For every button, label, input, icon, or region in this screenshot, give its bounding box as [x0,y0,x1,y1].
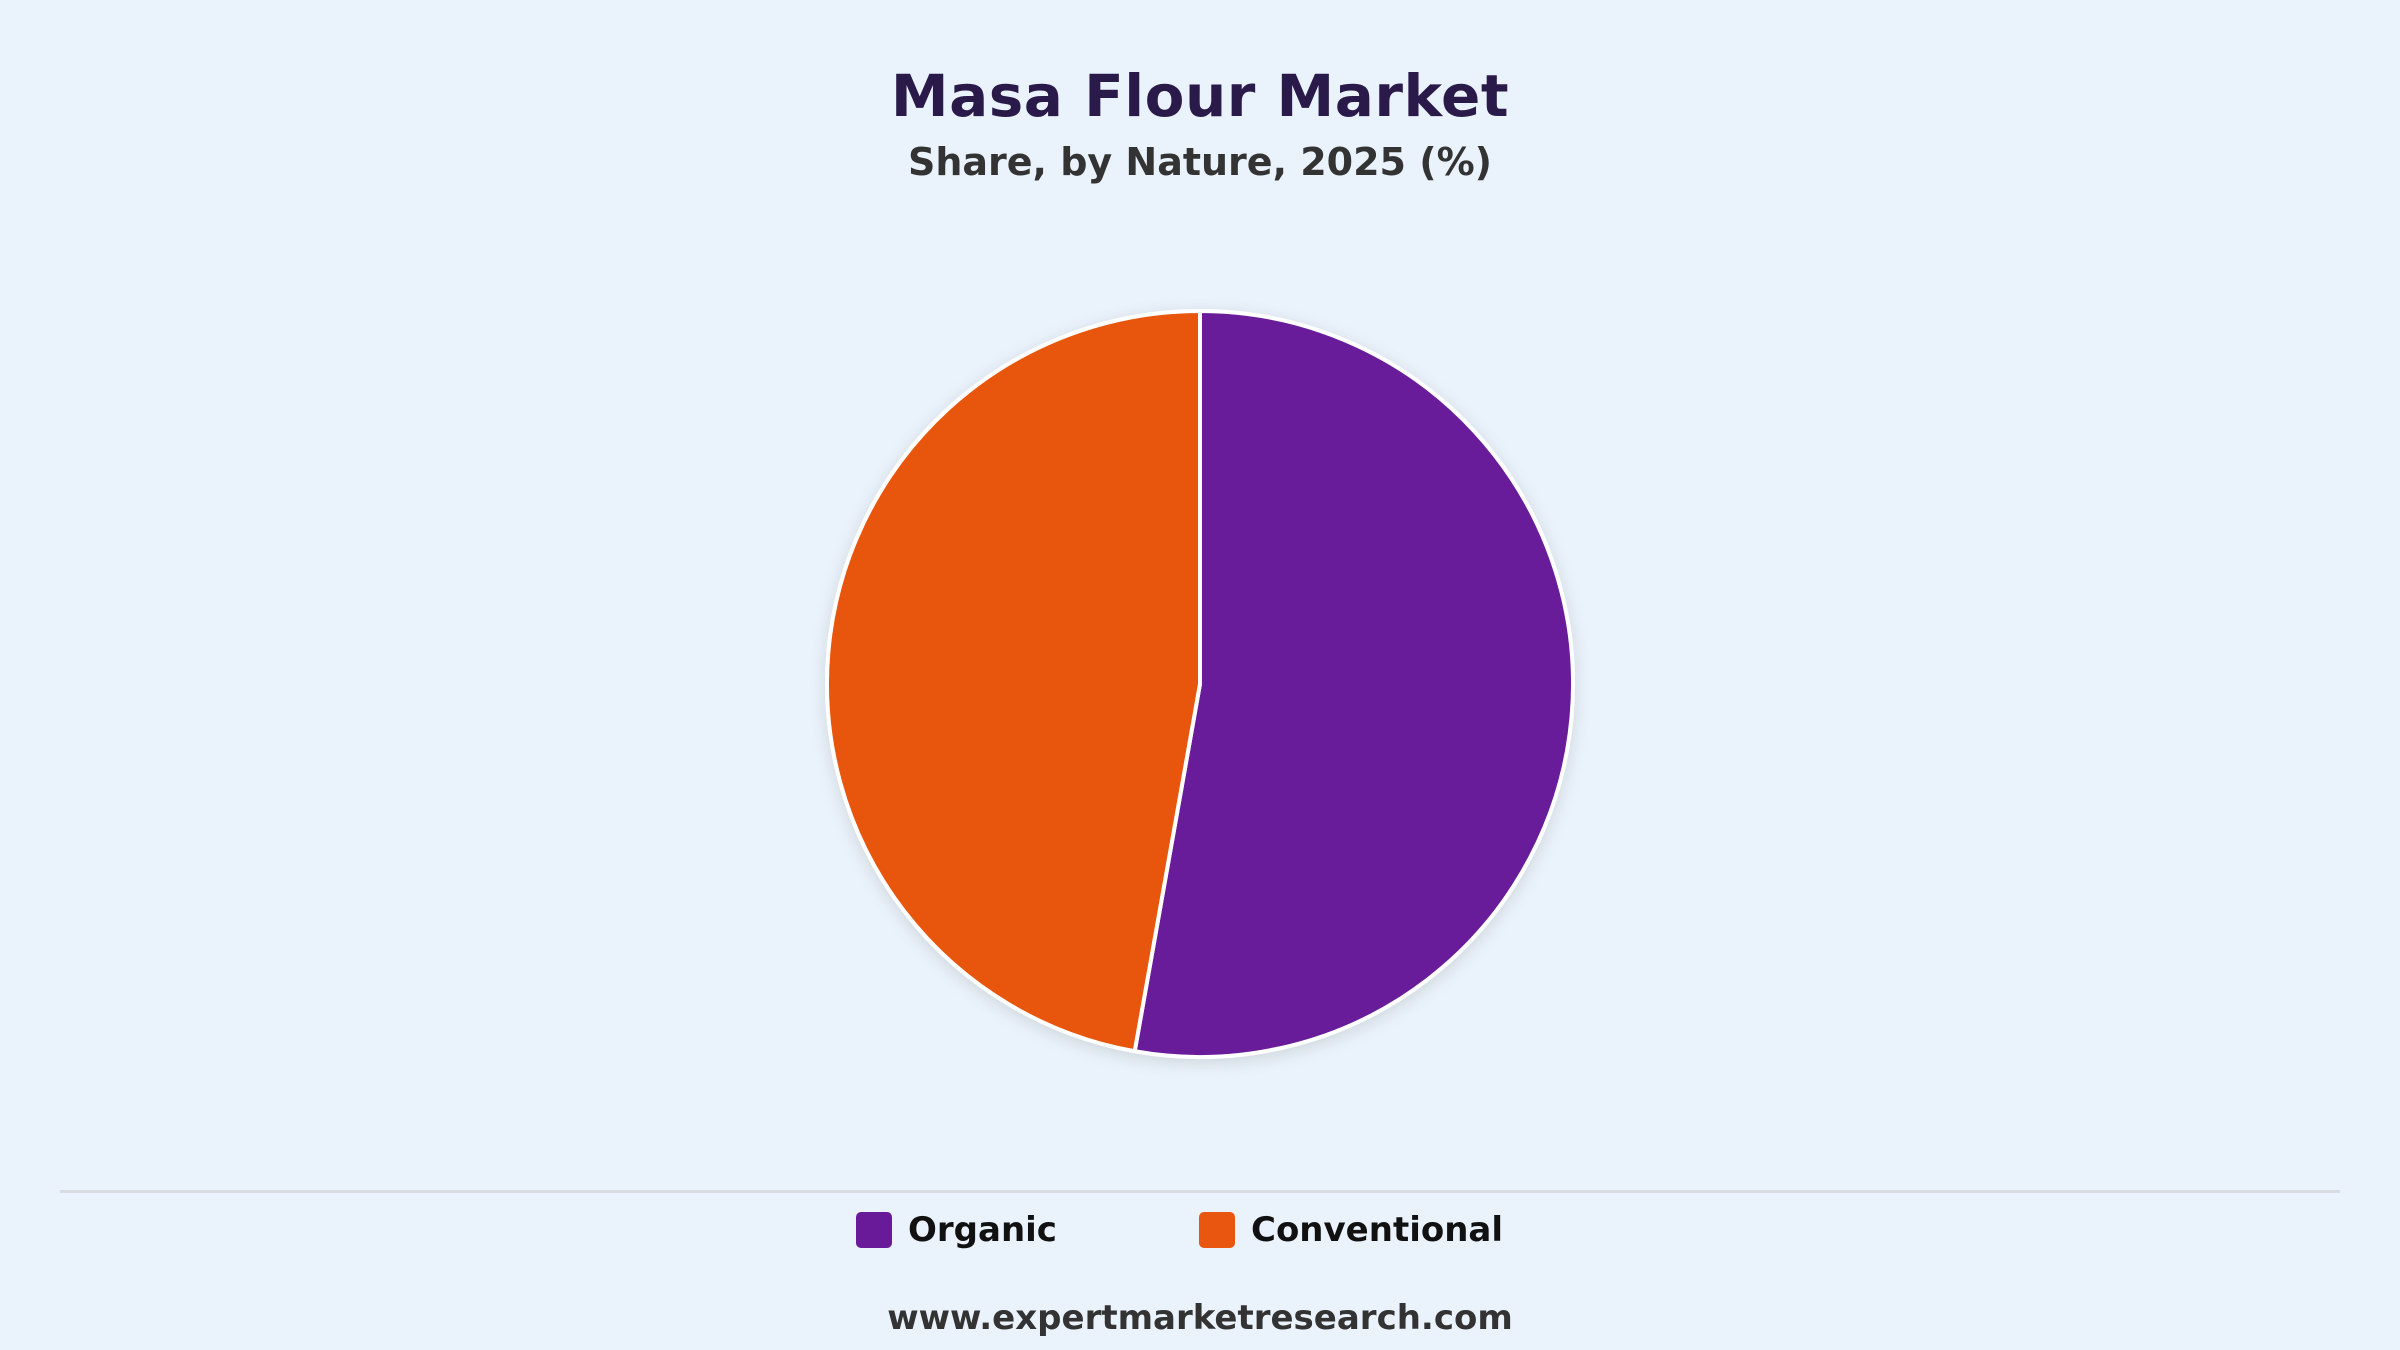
pie-slice-organic [1132,309,1575,1059]
legend-label-organic: Organic [908,1210,1057,1250]
legend-item-organic: Organic [856,1208,1057,1252]
legend-swatch-conventional [1199,1212,1235,1248]
legend-label-conventional: Conventional [1251,1210,1504,1250]
legend: Organic Conventional [0,1208,2400,1252]
legend-item-conventional: Conventional [1199,1208,1503,1252]
legend-swatch-organic [856,1212,892,1248]
chart-title: Masa Flour Market [890,62,1510,130]
pie-slice-conventional [825,309,1202,1054]
legend-divider [60,1190,2340,1193]
source-url: www.expertmarketresearch.com [887,1298,1513,1338]
chart-subtitle: Share, by Nature, 2025 (%) [907,140,1493,184]
